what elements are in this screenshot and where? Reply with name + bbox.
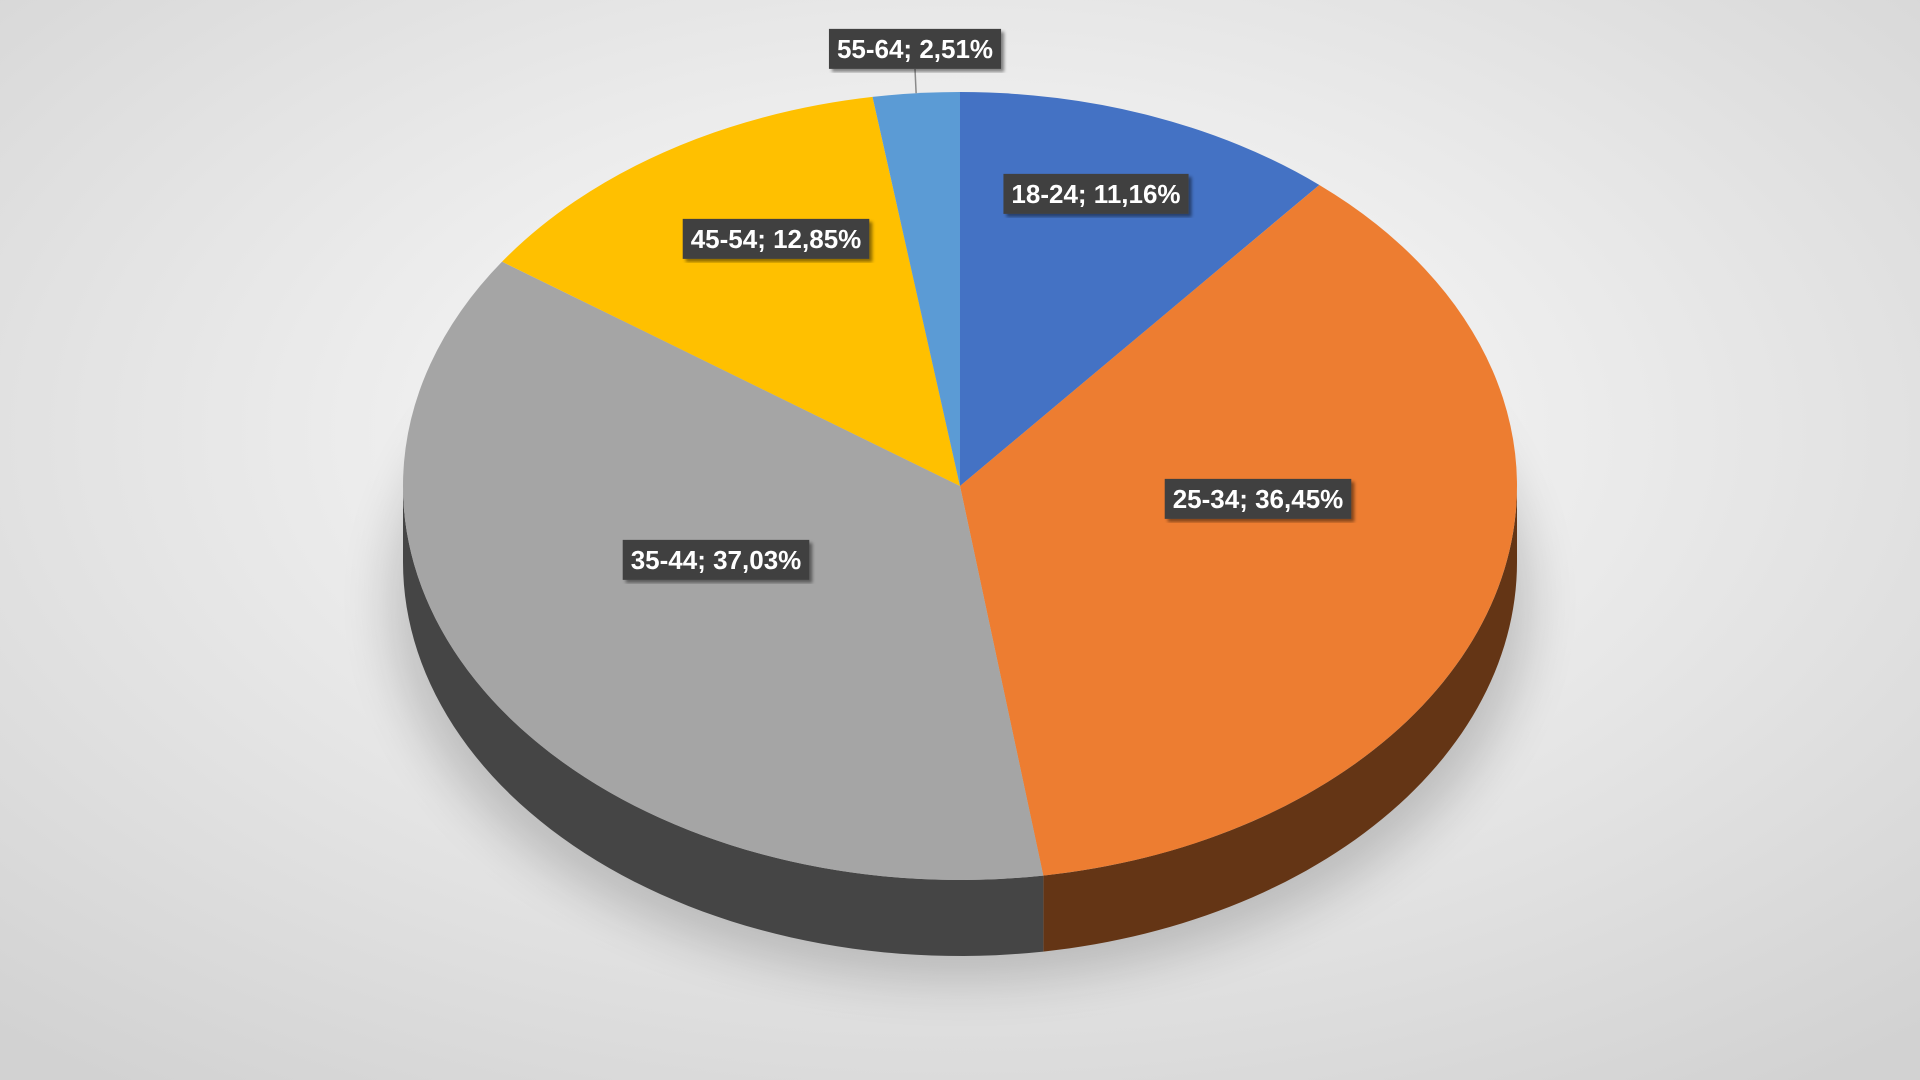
data-label: 18-24; 11,16% (1003, 173, 1189, 214)
label-box (1164, 478, 1352, 519)
slice (960, 184, 1518, 876)
slice-side (1043, 486, 1517, 952)
data-label-text: 55-64; 2,51% (837, 34, 993, 64)
data-label: 25-34; 36,45% (1164, 478, 1352, 519)
label-box (828, 28, 1002, 69)
label-box (1003, 173, 1189, 214)
data-label-text: 45-54; 12,85% (691, 224, 862, 254)
data-label-text: 25-34; 36,45% (1173, 484, 1344, 514)
data-label-text: 35-44; 37,03% (631, 545, 802, 575)
slice (502, 96, 960, 487)
data-label: 55-64; 2,51% (828, 28, 1002, 69)
data-label: 35-44; 37,03% (622, 539, 810, 580)
leader-line (914, 68, 917, 94)
slice-side (403, 486, 1044, 956)
data-label: 45-54; 12,85% (682, 218, 870, 259)
label-box (682, 218, 870, 259)
slice (872, 92, 960, 486)
label-box (622, 539, 810, 580)
data-label-text: 18-24; 11,16% (1011, 179, 1180, 209)
